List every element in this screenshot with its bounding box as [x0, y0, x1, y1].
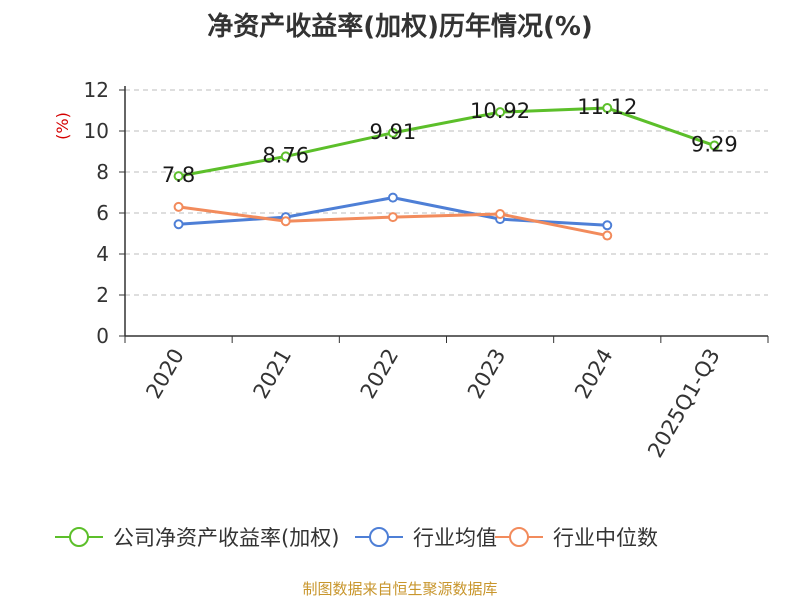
- source-note: 制图数据来自恒生聚源数据库: [302, 580, 498, 598]
- data-label: 9.91: [370, 120, 417, 144]
- y-tick-label: 8: [96, 160, 109, 184]
- y-tick-label: 6: [96, 201, 109, 225]
- y-tick-label: 0: [96, 324, 109, 348]
- data-point: [280, 151, 291, 162]
- x-tick-label: 2021: [249, 345, 297, 403]
- y-axis-label: (%): [53, 112, 72, 140]
- y-tick-label: 4: [96, 242, 109, 266]
- legend-marker: [69, 527, 89, 547]
- chart-title: 净资产收益率(加权)历年情况(%): [207, 12, 593, 42]
- legend-label: 行业均值: [413, 526, 497, 550]
- data-point: [387, 212, 398, 223]
- series-line-0: [178, 106, 715, 178]
- data-point: [602, 103, 613, 114]
- legend-marker: [509, 527, 529, 547]
- legend-label: 公司净资产收益率(加权): [113, 526, 339, 550]
- data-point: [709, 140, 720, 151]
- data-point: [280, 216, 291, 227]
- data-label: 11.12: [577, 95, 637, 119]
- data-point: [173, 201, 184, 212]
- data-label: 8.76: [262, 143, 309, 167]
- data-point: [173, 219, 184, 230]
- legend-label: 行业中位数: [553, 526, 658, 550]
- data-point: [387, 127, 398, 138]
- data-point: [602, 220, 613, 231]
- y-tick-label: 2: [96, 283, 109, 307]
- data-point: [495, 209, 506, 220]
- x-tick-label: 2025Q1-Q3: [643, 345, 725, 462]
- legend-marker: [369, 527, 389, 547]
- x-tick-label: 2020: [141, 345, 189, 403]
- x-tick-label: 2022: [356, 345, 404, 403]
- data-point: [173, 171, 184, 182]
- data-point: [602, 230, 613, 241]
- data-label: 9.29: [691, 133, 738, 157]
- data-point: [387, 192, 398, 203]
- x-tick-label: 2024: [570, 345, 618, 403]
- y-tick-label: 10: [84, 119, 109, 143]
- data-point: [495, 107, 506, 118]
- x-tick-label: 2023: [463, 345, 511, 403]
- data-label: 10.92: [470, 99, 530, 123]
- y-tick-label: 12: [84, 78, 109, 102]
- data-label: 7.8: [162, 163, 195, 187]
